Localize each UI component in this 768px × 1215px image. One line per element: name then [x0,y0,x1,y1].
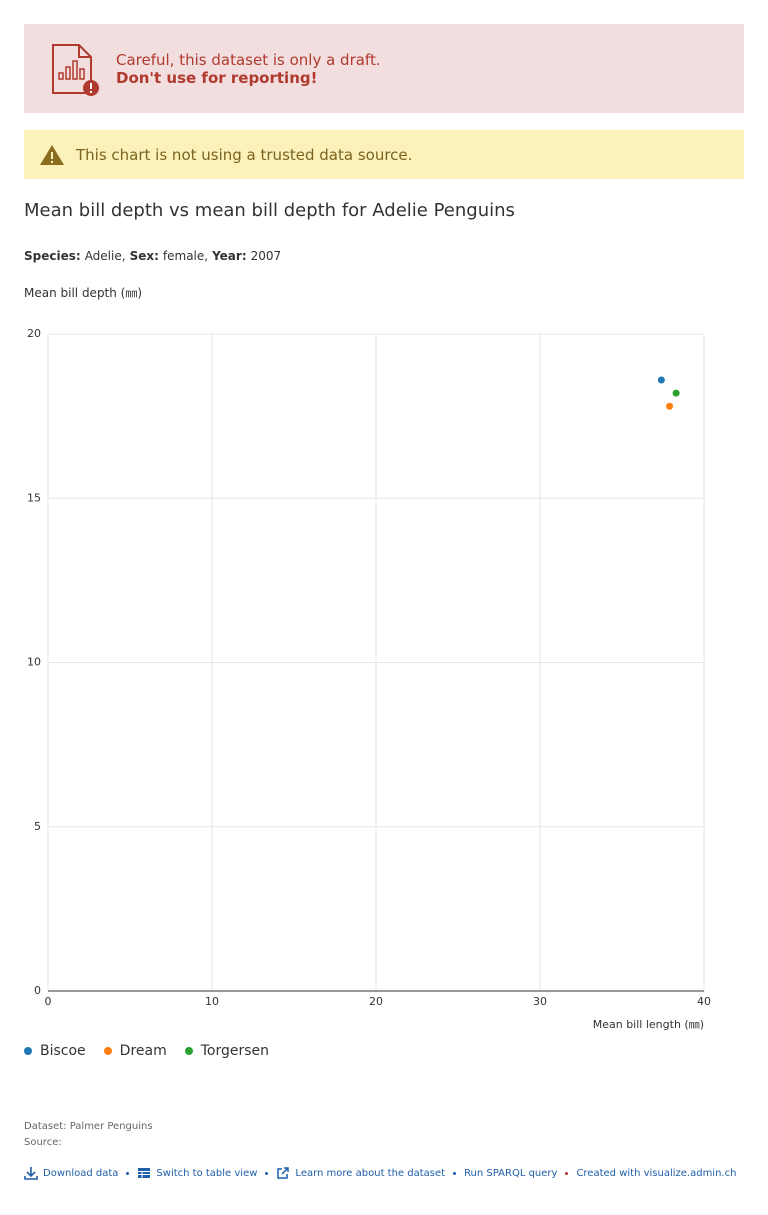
y-tick-label: 5 [34,820,41,833]
link-text: Switch to table view [156,1167,258,1179]
warning-banner: This chart is not using a trusted data s… [24,130,744,179]
separator [265,1171,269,1175]
warning-text: This chart is not using a trusted data s… [76,146,413,164]
footer-link[interactable]: Created with visualize.admin.ch [576,1168,736,1179]
link-text: Run SPARQL query [464,1167,558,1179]
draft-icon [52,44,99,96]
draft-text: Careful, this dataset is only a draft. [116,51,381,69]
filter-label: Species: [24,249,81,263]
filters: Species: Adelie, Sex: female, Year: 2007 [24,249,281,263]
filter-label: Year: [212,249,247,263]
chart: 0 5 10 15 20 0 10 20 30 40 Mean bill length (㎜) [27,327,711,1031]
footer-links: Download data Switch to table view Learn m… [24,1166,736,1180]
separator [453,1171,457,1175]
legend-item: Biscoe [24,1043,86,1059]
legend-label: Biscoe [40,1043,86,1059]
x-tick-label: 10 [205,995,219,1008]
y-tick-label: 10 [27,656,41,669]
data-point [666,402,674,410]
link-icon [24,1167,38,1180]
draft-text: Don't use for reporting! [116,69,318,87]
legend-item: Dream [103,1043,167,1059]
y-tick-label: 0 [34,984,41,997]
x-tick-label: 30 [533,995,547,1008]
footer-link[interactable]: Run SPARQL query [464,1168,557,1179]
legend-swatch [184,1047,193,1055]
filter-value: Adelie, [84,249,126,263]
source-label: Source: [24,1137,62,1148]
legend: Biscoe Dream Torgersen [24,1043,269,1059]
separator [126,1171,130,1175]
x-tick-label: 0 [45,995,52,1008]
legend-swatch [24,1047,32,1055]
legend-swatch [103,1047,112,1055]
link-text: Learn more about the dataset [295,1167,446,1179]
filter-label: Sex: [129,249,159,263]
warning-icon [40,145,64,165]
legend-label: Torgersen [200,1043,270,1059]
x-axis-label: Mean bill length (㎜) [593,1018,704,1031]
legend-item: Torgersen [184,1043,270,1059]
footer-link[interactable]: Learn more about the dataset [276,1166,445,1180]
y-tick-label: 20 [27,327,41,340]
link-icon [277,1167,290,1179]
chart-title: Mean bill depth vs mean bill depth for A… [24,200,515,221]
data-point [672,389,680,397]
link-icon [138,1168,151,1178]
legend-label: Dream [119,1043,167,1059]
link-text: Download data [43,1167,119,1179]
separator [565,1171,569,1175]
footer-link[interactable]: Switch to table view [137,1166,257,1180]
x-tick-label: 20 [369,995,383,1008]
filter-value: female, [162,249,209,263]
y-tick-label: 15 [27,491,41,504]
dataset-label: Dataset: Palmer Penguins [24,1121,153,1132]
x-tick-label: 40 [697,995,711,1008]
data-point [657,376,665,384]
footer-link[interactable]: Download data [24,1166,118,1180]
draft-banner: Careful, this dataset is only a draft. D… [24,24,744,113]
filter-value: 2007 [250,249,282,263]
link-text: Created with visualize.admin.ch [576,1167,737,1179]
y-axis-label: Mean bill depth (㎜) [24,286,143,300]
